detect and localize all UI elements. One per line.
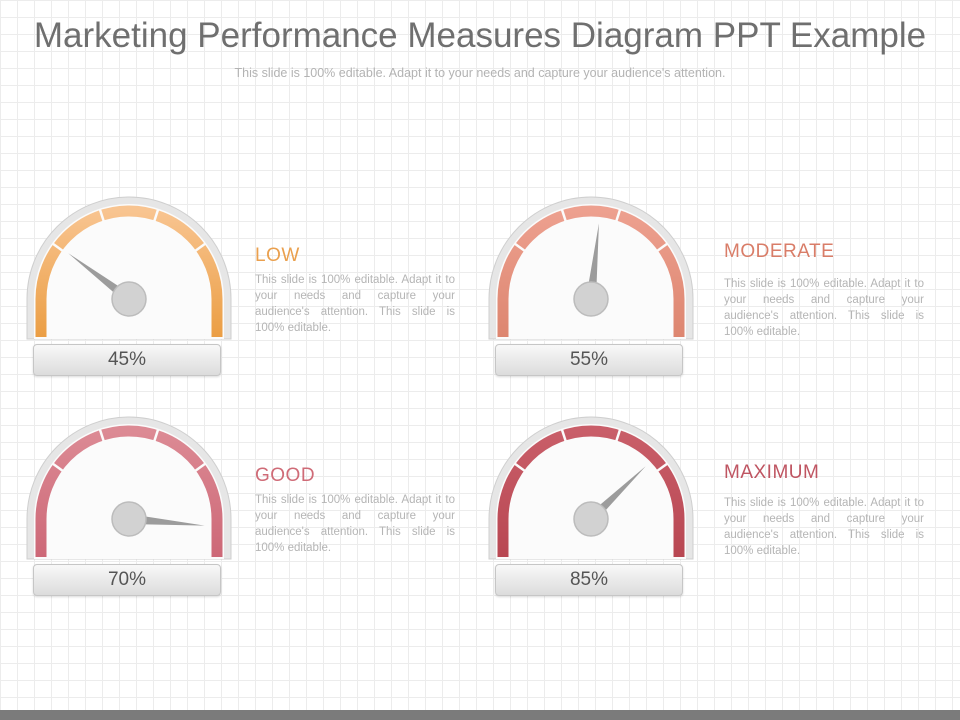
gauge-low-heading: LOW — [255, 245, 300, 266]
gauge-maximum-value: 85% — [495, 564, 683, 596]
gauge-hub — [111, 281, 147, 317]
gauge-arc-separator — [194, 462, 207, 473]
gauge-face — [34, 204, 224, 339]
gauge-arc-band — [35, 425, 223, 557]
gauge-arc-separator — [513, 242, 526, 253]
gauge-arc — [497, 425, 685, 557]
gauge-good-heading: GOOD — [255, 465, 316, 486]
gauge-arc-separator — [614, 428, 622, 442]
gauge-moderate-value: 55% — [495, 344, 683, 376]
gauge-arc — [497, 205, 685, 337]
gauge-hub — [111, 501, 147, 537]
gauge-arc-separator — [51, 242, 64, 253]
page-subtitle: This slide is 100% editable. Adapt it to… — [234, 66, 726, 80]
gauge-low-description: This slide is 100% editable. Adapt it to… — [255, 274, 455, 334]
gauge-arc-separator — [152, 428, 160, 442]
gauge-maximum-description: This slide is 100% editable. Adapt it to… — [724, 497, 924, 557]
gauge-arc-separator — [152, 208, 160, 222]
gauge-arc — [35, 205, 223, 337]
gauge-arc-separator — [513, 462, 526, 473]
gauge-arc-separator — [656, 462, 669, 473]
gauge-face — [34, 424, 224, 559]
gauge-arc-separator — [51, 462, 64, 473]
gauge-moderate — [488, 196, 694, 340]
gauge-needle — [586, 223, 599, 300]
gauge-low-value: 45% — [33, 344, 221, 376]
footer-bar — [0, 710, 960, 720]
gauge-low — [26, 196, 232, 340]
gauge-moderate-heading: MODERATE — [724, 241, 835, 262]
gauge-hub — [573, 281, 609, 317]
gauge-arc-separator — [194, 242, 207, 253]
page-title: Marketing Performance Measures Diagram P… — [33, 16, 927, 55]
gauge-moderate-description: This slide is 100% editable. Adapt it to… — [724, 278, 924, 338]
gauge-arc-separator — [98, 208, 106, 222]
gauge-arc-separator — [656, 242, 669, 253]
gauge-arc-separator — [98, 428, 106, 442]
gauge-arc-separator — [560, 208, 568, 222]
gauge-face — [496, 424, 686, 559]
gauge-arc-band — [497, 425, 685, 557]
gauge-good-description: This slide is 100% editable. Adapt it to… — [255, 494, 455, 554]
gauge-good — [26, 416, 232, 560]
gauge-arc — [35, 425, 223, 557]
gauge-maximum-heading: MAXIMUM — [724, 462, 820, 483]
gauge-arc-band — [497, 205, 685, 337]
gauge-arc-band — [35, 205, 223, 337]
gauge-arc-separator — [614, 208, 622, 222]
gauge-maximum — [488, 416, 694, 560]
gauge-arc-separator — [560, 428, 568, 442]
gauge-needle — [128, 514, 205, 526]
gauge-hub — [573, 501, 609, 537]
gauge-good-value: 70% — [33, 564, 221, 596]
